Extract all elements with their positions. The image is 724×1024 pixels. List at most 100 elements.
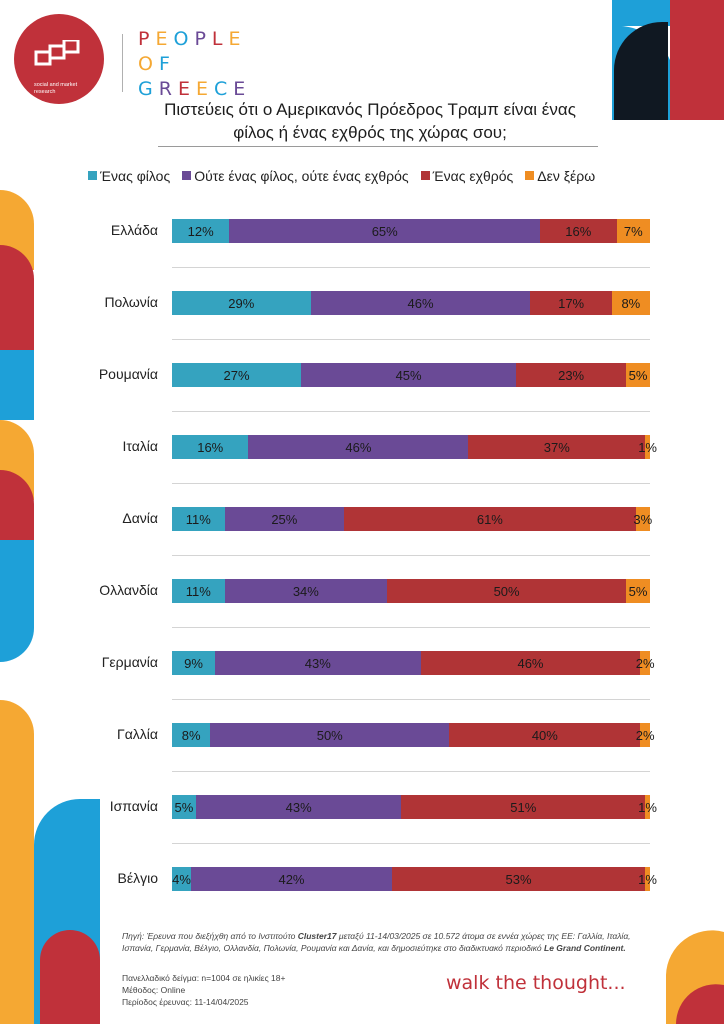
brand-line-1: PEOPLE [138, 27, 251, 52]
data-label: 5% [174, 799, 194, 815]
bar-segment: 1% [638, 435, 657, 459]
data-label: 8% [621, 295, 641, 311]
data-label: 11% [185, 511, 211, 527]
bar-segment: 53% [391, 867, 646, 891]
bar-row: 5% 43% 51% 1% [172, 795, 657, 819]
legend-item: Ένας εχθρός [420, 168, 514, 184]
bar-segment: 4% [172, 867, 192, 891]
row-divider [172, 555, 650, 556]
bar-segment: 34% [224, 579, 388, 603]
data-label: 2% [635, 655, 655, 671]
row-divider [172, 483, 650, 484]
data-label: 50% [316, 727, 343, 743]
legend-item: Δεν ξέρω [525, 168, 595, 184]
bar-segment: 8% [611, 291, 650, 315]
source-text-c: μεταξύ 11-14/03/2025 σε 10.572 άτομα σε … [122, 931, 631, 953]
row-divider [172, 627, 650, 628]
bar-segment: 5% [172, 795, 196, 819]
bar-segment: 1% [638, 795, 657, 819]
bar-segment: 16% [172, 435, 249, 459]
brand-line-2: OF [138, 52, 251, 77]
row-divider [172, 339, 650, 340]
data-label: 5% [628, 583, 648, 599]
data-label: 17% [558, 295, 585, 311]
survey-meta: Πανελλαδικό δείγμα: n=1004 σε ηλικίες 18… [122, 972, 285, 1008]
legend-label: Ένας εχθρός [432, 168, 514, 184]
brand-wordmark: PEOPLE OF GREECE [138, 27, 251, 102]
company-logo: social and market research [14, 14, 104, 104]
bar-segment: 51% [401, 795, 646, 819]
bar-segment: 2% [636, 723, 655, 747]
bar-segment: 43% [215, 651, 421, 675]
sample-info: Πανελλαδικό δείγμα: n=1004 σε ηλικίες 18… [122, 973, 286, 983]
brand-letter: E [233, 78, 252, 100]
category-label: Ισπανία [109, 798, 158, 814]
data-label: 46% [345, 439, 372, 455]
data-label: 43% [285, 799, 312, 815]
data-label: 4% [172, 871, 191, 887]
data-label: 46% [517, 655, 544, 671]
bar-segment: 43% [195, 795, 402, 819]
bar-row: 11% 34% 50% 5% [172, 579, 650, 603]
brand-letter: C [213, 78, 234, 100]
bar-segment: 45% [301, 363, 517, 387]
bar-segment: 40% [449, 723, 641, 747]
data-label: 3% [633, 511, 653, 527]
data-label: 40% [531, 727, 558, 743]
category-label: Ελλάδα [110, 222, 158, 238]
bar-row: 11% 25% 61% 3% [172, 507, 653, 531]
data-label: 12% [187, 223, 214, 239]
bar-segment: 25% [224, 507, 345, 531]
data-label: 53% [505, 871, 532, 887]
brand-letter: R [158, 78, 178, 100]
bar-segment: 65% [229, 219, 541, 243]
brand-line-3: GREECE [138, 77, 251, 102]
bar-segment: 1% [638, 867, 657, 891]
data-label: 27% [223, 367, 250, 383]
brand-letter: O [138, 53, 159, 75]
legend-label: Ένας φίλος [100, 168, 171, 184]
bar-row: 29% 46% 17% 8% [172, 291, 650, 315]
bar-segment: 29% [172, 291, 311, 315]
bar-segment: 46% [420, 651, 641, 675]
bar-segment: 11% [172, 507, 225, 531]
bar-segment: 27% [172, 363, 302, 387]
category-label: Ρουμανία [98, 366, 158, 382]
chart-title-line-2: φίλος ή ένας εχθρός της χώρας σου; [233, 123, 507, 142]
bar-row: 27% 45% 23% 5% [172, 363, 650, 387]
title-underline [158, 146, 598, 147]
bar-segment: 8% [172, 723, 211, 747]
data-label: 16% [197, 439, 224, 455]
brand-letter: E [195, 78, 214, 100]
bar-segment: 11% [172, 579, 225, 603]
data-label: 50% [493, 583, 520, 599]
bar-segment: 7% [616, 219, 650, 243]
row-divider [172, 411, 650, 412]
legend-label: Ούτε ένας φίλος, ούτε ένας εχθρός [194, 168, 409, 184]
legend-swatch [525, 171, 535, 180]
bar-segment: 5% [626, 363, 650, 387]
source-text-a: Πηγή: Έρευνα που διεξήχθη από το Ινστιτο… [122, 931, 298, 941]
brand-letter: O [173, 28, 195, 50]
legend-swatch [182, 171, 192, 180]
category-label: Ολλανδία [99, 582, 158, 598]
row-divider [172, 267, 650, 268]
bar-row: 4% 42% 53% 1% [172, 867, 657, 891]
header-divider [122, 34, 123, 92]
row-divider [172, 699, 650, 700]
legend-swatch [88, 171, 97, 180]
bar-row: 12% 65% 16% 7% [172, 219, 650, 243]
category-label: Δανία [122, 510, 158, 526]
data-label: 37% [543, 439, 570, 455]
data-label: 42% [278, 871, 305, 887]
data-label: 51% [510, 799, 537, 815]
brand-letter: L [211, 28, 229, 50]
category-label: Πολωνία [104, 294, 158, 310]
method-info: Μέθοδος: Online [122, 985, 186, 995]
legend-item: Ούτε ένας φίλος, ούτε ένας εχθρός [182, 168, 409, 184]
bar-segment: 46% [248, 435, 469, 459]
bar-segment: 2% [636, 651, 655, 675]
bar-segment: 37% [468, 435, 646, 459]
data-label: 45% [395, 367, 422, 383]
